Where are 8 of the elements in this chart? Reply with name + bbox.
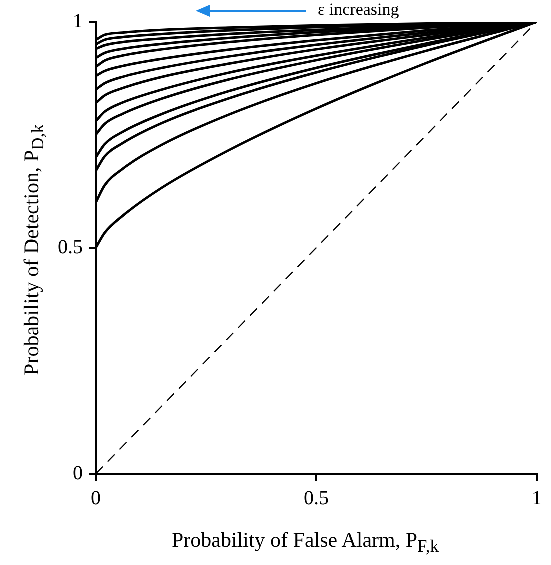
y-tick-label: 1 xyxy=(73,10,83,32)
text: ε increasing xyxy=(318,0,400,20)
y-tick-label: 0.5 xyxy=(58,236,83,258)
x-tick-label: 1 xyxy=(532,487,542,510)
x-tick-label: 0.5 xyxy=(304,487,329,510)
x-axis-title: Probability of False Alarm, P$_{F,k}$ xyxy=(170,528,440,558)
y-tick-label: 0 xyxy=(73,462,83,484)
x-tick-label: 0 xyxy=(91,487,101,510)
